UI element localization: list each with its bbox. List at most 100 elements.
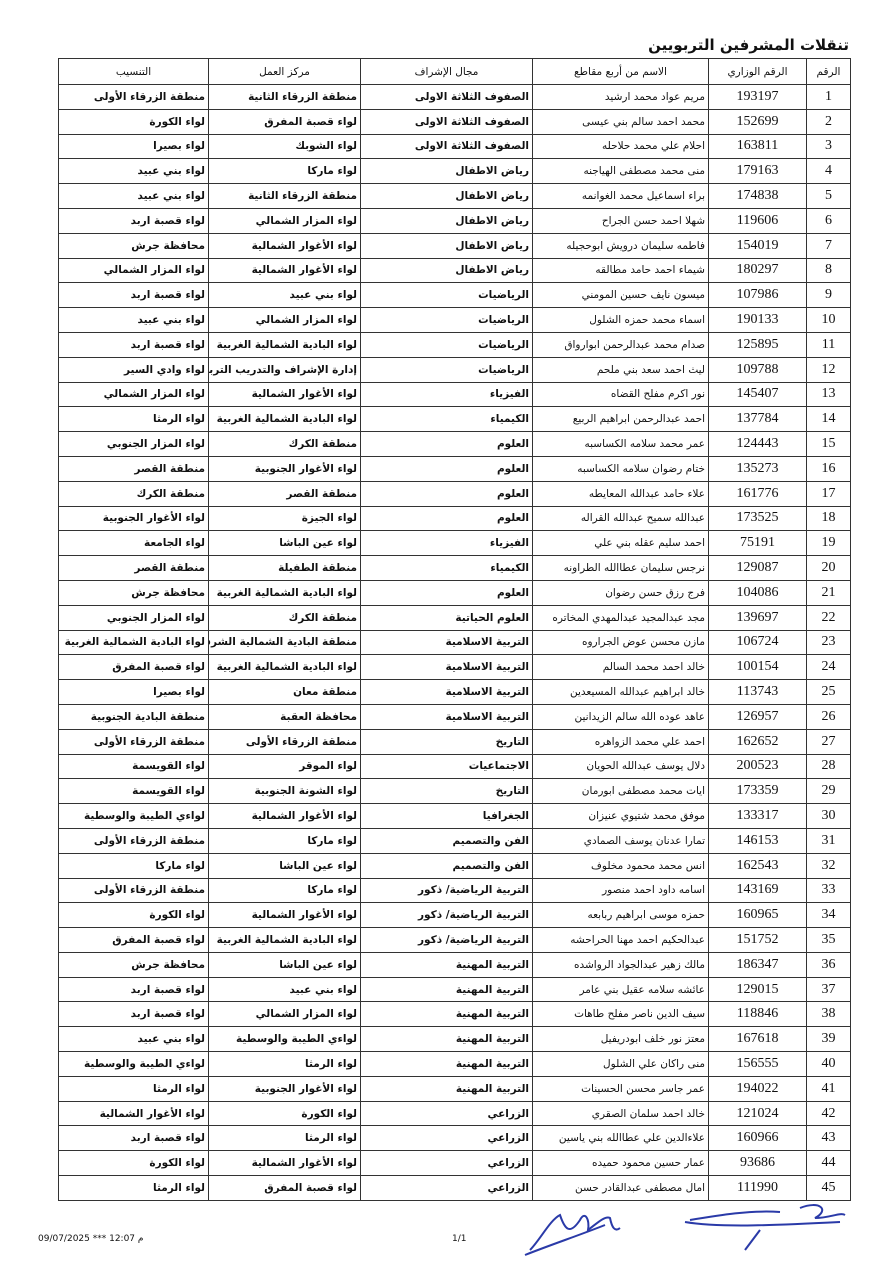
supervision-field: العلوم xyxy=(360,455,533,482)
work-center: منطقة الطفيلة xyxy=(208,555,361,581)
placement: لواء القويسمة xyxy=(58,753,209,780)
table-row: 33 143169 اسامه داود احمد منصور التربية الر… xyxy=(58,877,851,904)
table-row: 19 75191 احمد سليم عقله بني علي الفيزياء لوا… xyxy=(58,530,851,557)
placement: منطقة الزرقاء الأولى xyxy=(58,728,209,755)
work-center: لواء الأغوار الشمالية xyxy=(208,902,361,929)
table-row: 40 156555 منى راكان علي الشلول التربية المه… xyxy=(58,1051,851,1077)
page-number: 1/1 xyxy=(452,1234,467,1244)
placement: منطقة الزرقاء الأولى xyxy=(58,877,209,904)
work-center: لواء الأغوار الشمالية xyxy=(208,1150,361,1177)
table-row: 11 125895 صدام محمد عبدالرحمن ابوارواق الري… xyxy=(58,331,851,358)
supervision-field: رياض الاطفال xyxy=(360,232,533,259)
placement: لواء الكورة xyxy=(58,108,209,135)
ministry-id: 151752 xyxy=(708,927,807,953)
ministry-id: 139697 xyxy=(708,604,807,631)
ministry-id: 135273 xyxy=(708,455,807,482)
full-name: مجد عبدالمجيد عبدالمهدي المخاتره xyxy=(532,604,709,631)
supervision-field: رياض الاطفال xyxy=(360,257,533,284)
row-number: 12 xyxy=(806,356,851,383)
row-number: 3 xyxy=(806,133,851,160)
placement: محافظة جرش xyxy=(58,951,209,978)
full-name: عمر جاسر محسن الحسينات xyxy=(532,1075,709,1102)
full-name: سيف الدين ناصر مفلح طاهات xyxy=(532,1001,709,1028)
placement: لواء المزار الشمالي xyxy=(58,381,209,408)
work-center: لواء بني عبيد xyxy=(208,976,361,1003)
row-number: 32 xyxy=(806,852,851,879)
placement: لواء قصبة اربد xyxy=(58,976,209,1003)
ministry-id: 124443 xyxy=(708,431,807,457)
placement: منطقة الزرقاء الأولى xyxy=(58,84,209,110)
table-row: 37 129015 عائشه سلامه عقيل بني عامر التربية… xyxy=(58,976,851,1003)
work-center: لواء الجيزة xyxy=(208,505,361,532)
work-center: منطقة الكرك xyxy=(208,604,361,631)
supervision-field: التربية الاسلامية xyxy=(360,629,533,656)
row-number: 24 xyxy=(806,654,851,681)
work-center: لواء الرمثا xyxy=(208,1125,361,1152)
table-row: 36 186347 مالك زهير عبدالجواد الرواشده التر… xyxy=(58,951,851,978)
ministry-id: 133317 xyxy=(708,803,807,829)
placement: لواء بصيرا xyxy=(58,133,209,160)
table-row: 26 126957 عاهد عوده الله سالم الزيدانين الت… xyxy=(58,703,851,730)
row-number: 45 xyxy=(806,1175,851,1201)
ministry-id: 129087 xyxy=(708,555,807,581)
ministry-id: 162543 xyxy=(708,852,807,879)
supervision-field: رياض الاطفال xyxy=(360,207,533,234)
placement: لواءي الطيبة والوسطية xyxy=(58,1051,209,1077)
row-number: 28 xyxy=(806,753,851,780)
row-number: 22 xyxy=(806,604,851,631)
full-name: ايات محمد مصطفى ابورمان xyxy=(532,778,709,805)
supervision-field: الجغرافيا xyxy=(360,803,533,829)
supervision-field: الفن والتصميم xyxy=(360,852,533,879)
full-name: خالد ابراهيم عبدالله المسيعدين xyxy=(532,679,709,705)
work-center: منطقة معان xyxy=(208,679,361,705)
table-row: 44 93686 عمار حسين محمود حميده الزراعي لواء … xyxy=(58,1150,851,1177)
table-row: 15 124443 عمر محمد سلامه الكساسبه العلوم منط… xyxy=(58,431,851,457)
supervision-field: التاريخ xyxy=(360,728,533,755)
table-row: 1 193197 مريم عواد محمد ارشيد الصفوف الثلاث… xyxy=(58,84,851,110)
row-number: 43 xyxy=(806,1125,851,1152)
full-name: خالد احمد سلمان الصقري xyxy=(532,1100,709,1127)
supervision-field: الزراعي xyxy=(360,1125,533,1152)
ministry-id: 75191 xyxy=(708,530,807,557)
supervision-field: التربية المهنية xyxy=(360,1026,533,1053)
work-center: لواء البادية الشمالية الغربية xyxy=(208,406,361,433)
table-row: 27 162652 احمد علي محمد الزواهره التاريخ منط… xyxy=(58,728,851,755)
supervision-field: العلوم xyxy=(360,431,533,457)
supervision-field: الاجتماعيات xyxy=(360,753,533,780)
placement: لواء قصبة اربد xyxy=(58,331,209,358)
table-row: 16 135273 ختام رضوان سلامه الكساسبه العلوم ل… xyxy=(58,455,851,482)
ministry-id: 194022 xyxy=(708,1075,807,1102)
work-center: لواء قصبة المفرق xyxy=(208,1175,361,1201)
signature-right xyxy=(684,1204,846,1251)
placement: لواء قصبة اربد xyxy=(58,207,209,234)
row-number: 7 xyxy=(806,232,851,259)
full-name: عمار حسين محمود حميده xyxy=(532,1150,709,1177)
transfers-table: الرقم الرقم الوزاري الاسم من أربع مقاطع … xyxy=(58,58,851,1201)
work-center: لواء البادية الشمالية الغربية xyxy=(208,331,361,358)
row-number: 4 xyxy=(806,158,851,185)
placement: لواء وادي السير xyxy=(58,356,209,383)
ministry-id: 121024 xyxy=(708,1100,807,1127)
supervision-field: التربية الرياضية/ ذكور xyxy=(360,877,533,904)
work-center: لواء ماركا xyxy=(208,877,361,904)
table-row: 22 139697 مجد عبدالمجيد عبدالمهدي المخاتره… xyxy=(58,604,851,631)
supervision-field: الكيمياء xyxy=(360,555,533,581)
row-number: 42 xyxy=(806,1100,851,1127)
work-center: لواء الموقر xyxy=(208,753,361,780)
supervision-field: التربية المهنية xyxy=(360,1075,533,1102)
supervision-field: الزراعي xyxy=(360,1100,533,1127)
full-name: احمد عبدالرحمن ابراهيم الربيع xyxy=(532,406,709,433)
full-name: ليث احمد سعد بني ملحم xyxy=(532,356,709,383)
full-name: مالك زهير عبدالجواد الرواشده xyxy=(532,951,709,978)
ministry-id: 109788 xyxy=(708,356,807,383)
supervision-field: التربية المهنية xyxy=(360,951,533,978)
work-center: لواء ماركا xyxy=(208,158,361,185)
full-name: احمد سليم عقله بني علي xyxy=(532,530,709,557)
header-ministry-id: الرقم الوزاري xyxy=(708,58,807,85)
table-row: 34 160965 حمزه موسى ابراهيم ربابعه التربية … xyxy=(58,902,851,929)
table-row: 17 161776 علاء حامد عبدالله المعايطه العلوم… xyxy=(58,480,851,507)
work-center: منطقة الكرك xyxy=(208,431,361,457)
work-center: لواء الأغوار الشمالية xyxy=(208,232,361,259)
work-center: محافظة العقبة xyxy=(208,703,361,730)
row-number: 41 xyxy=(806,1075,851,1102)
